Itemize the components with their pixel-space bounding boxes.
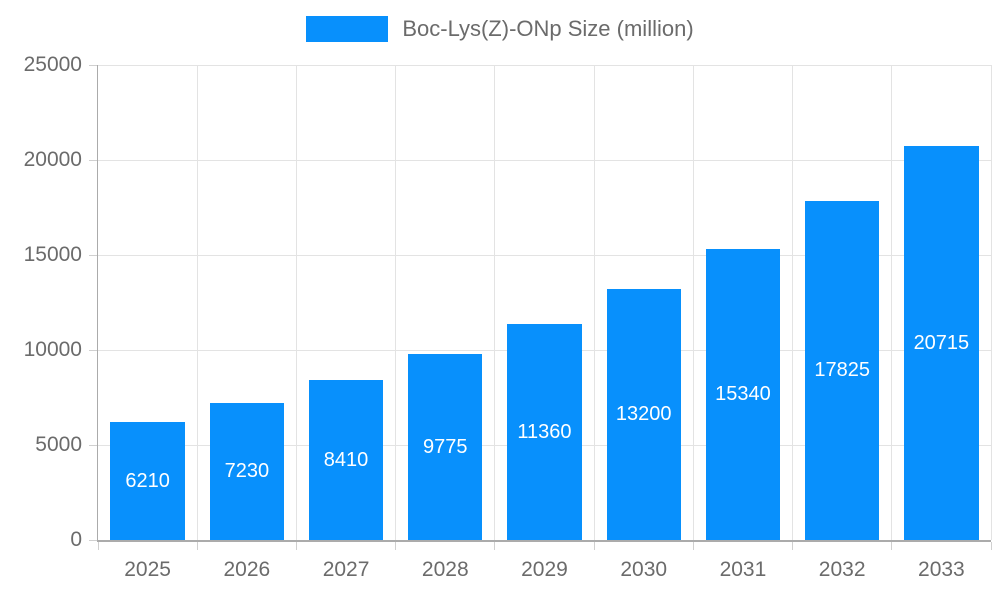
x-axis-tick-label: 2033 <box>918 558 965 581</box>
y-axis-tick-label: 10000 <box>23 338 82 361</box>
legend[interactable]: Boc-Lys(Z)-ONp Size (million) <box>0 14 1000 44</box>
y-axis-tick <box>89 254 97 256</box>
bar-value-label: 15340 <box>715 382 771 405</box>
legend-label: Boc-Lys(Z)-ONp Size (million) <box>402 16 694 41</box>
legend-swatch-icon <box>306 16 389 42</box>
bar[interactable]: 13200 <box>606 289 681 540</box>
bar[interactable]: 7230 <box>209 402 285 540</box>
x-axis-tick-label: 2030 <box>620 558 668 581</box>
x-axis-tick-label: 2031 <box>719 558 767 581</box>
y-axis-tick <box>89 444 97 446</box>
x-axis-tick <box>692 542 694 550</box>
bar[interactable]: 9775 <box>408 354 483 540</box>
x-axis-tick <box>891 542 893 550</box>
x-axis-tick-label: 2026 <box>223 558 271 581</box>
x-axis-tick <box>990 542 992 550</box>
bar-value-label: 8410 <box>323 448 369 471</box>
bar[interactable]: 15340 <box>705 248 781 540</box>
v-gridline <box>593 65 595 540</box>
y-axis-tick-label: 5000 <box>35 433 82 456</box>
v-gridline <box>196 65 198 540</box>
bar-value-label: 11360 <box>517 420 572 443</box>
y-axis-tick <box>89 349 97 351</box>
v-gridline <box>395 65 397 540</box>
bar-value-label: 13200 <box>615 403 672 426</box>
h-gridline <box>98 64 991 66</box>
x-axis-tick <box>295 542 297 550</box>
x-axis-tick <box>395 542 397 550</box>
plot-area: 0 5000 10000 15000 20000 25000 6210 2025 7230 202… <box>24 53 992 581</box>
bar-value-label: 17825 <box>814 359 870 382</box>
bar[interactable]: 11360 <box>507 324 582 540</box>
y-axis-tick-label: 0 <box>70 528 82 551</box>
x-axis-tick-label: 2032 <box>818 558 866 581</box>
y-axis-tick <box>89 539 97 541</box>
x-axis-tick-label: 2027 <box>322 558 370 581</box>
h-gridline <box>98 254 991 256</box>
v-gridline <box>692 65 694 540</box>
v-gridline <box>494 65 496 540</box>
bar[interactable]: 20715 <box>904 146 979 540</box>
x-axis-tick <box>97 542 99 550</box>
y-axis-tick <box>89 159 97 161</box>
x-axis-tick <box>494 542 496 550</box>
v-gridline <box>792 65 794 540</box>
y-axis-tick-label: 20000 <box>23 148 82 171</box>
bar-value-label: 7230 <box>224 459 270 482</box>
y-axis-tick-label: 15000 <box>23 243 82 266</box>
x-axis-tick-label: 2025 <box>124 558 171 581</box>
x-axis-tick <box>593 542 595 550</box>
bar[interactable]: 17825 <box>804 201 880 540</box>
x-axis-tick <box>196 542 198 550</box>
bar[interactable]: 6210 <box>110 422 185 540</box>
x-axis-tick-label: 2028 <box>421 558 469 581</box>
x-axis-tick <box>792 542 794 550</box>
x-axis-tick-label: 2029 <box>521 558 568 581</box>
bar-value-label: 9775 <box>423 435 468 458</box>
bar-value-label: 20715 <box>913 331 970 354</box>
v-gridline <box>891 65 893 540</box>
bar[interactable]: 8410 <box>308 380 384 540</box>
y-axis-tick-label: 25000 <box>23 53 82 76</box>
bar-value-label: 6210 <box>125 469 170 492</box>
v-gridline <box>990 65 992 540</box>
y-axis-tick <box>89 64 97 66</box>
h-gridline <box>98 159 991 161</box>
v-gridline <box>295 65 297 540</box>
